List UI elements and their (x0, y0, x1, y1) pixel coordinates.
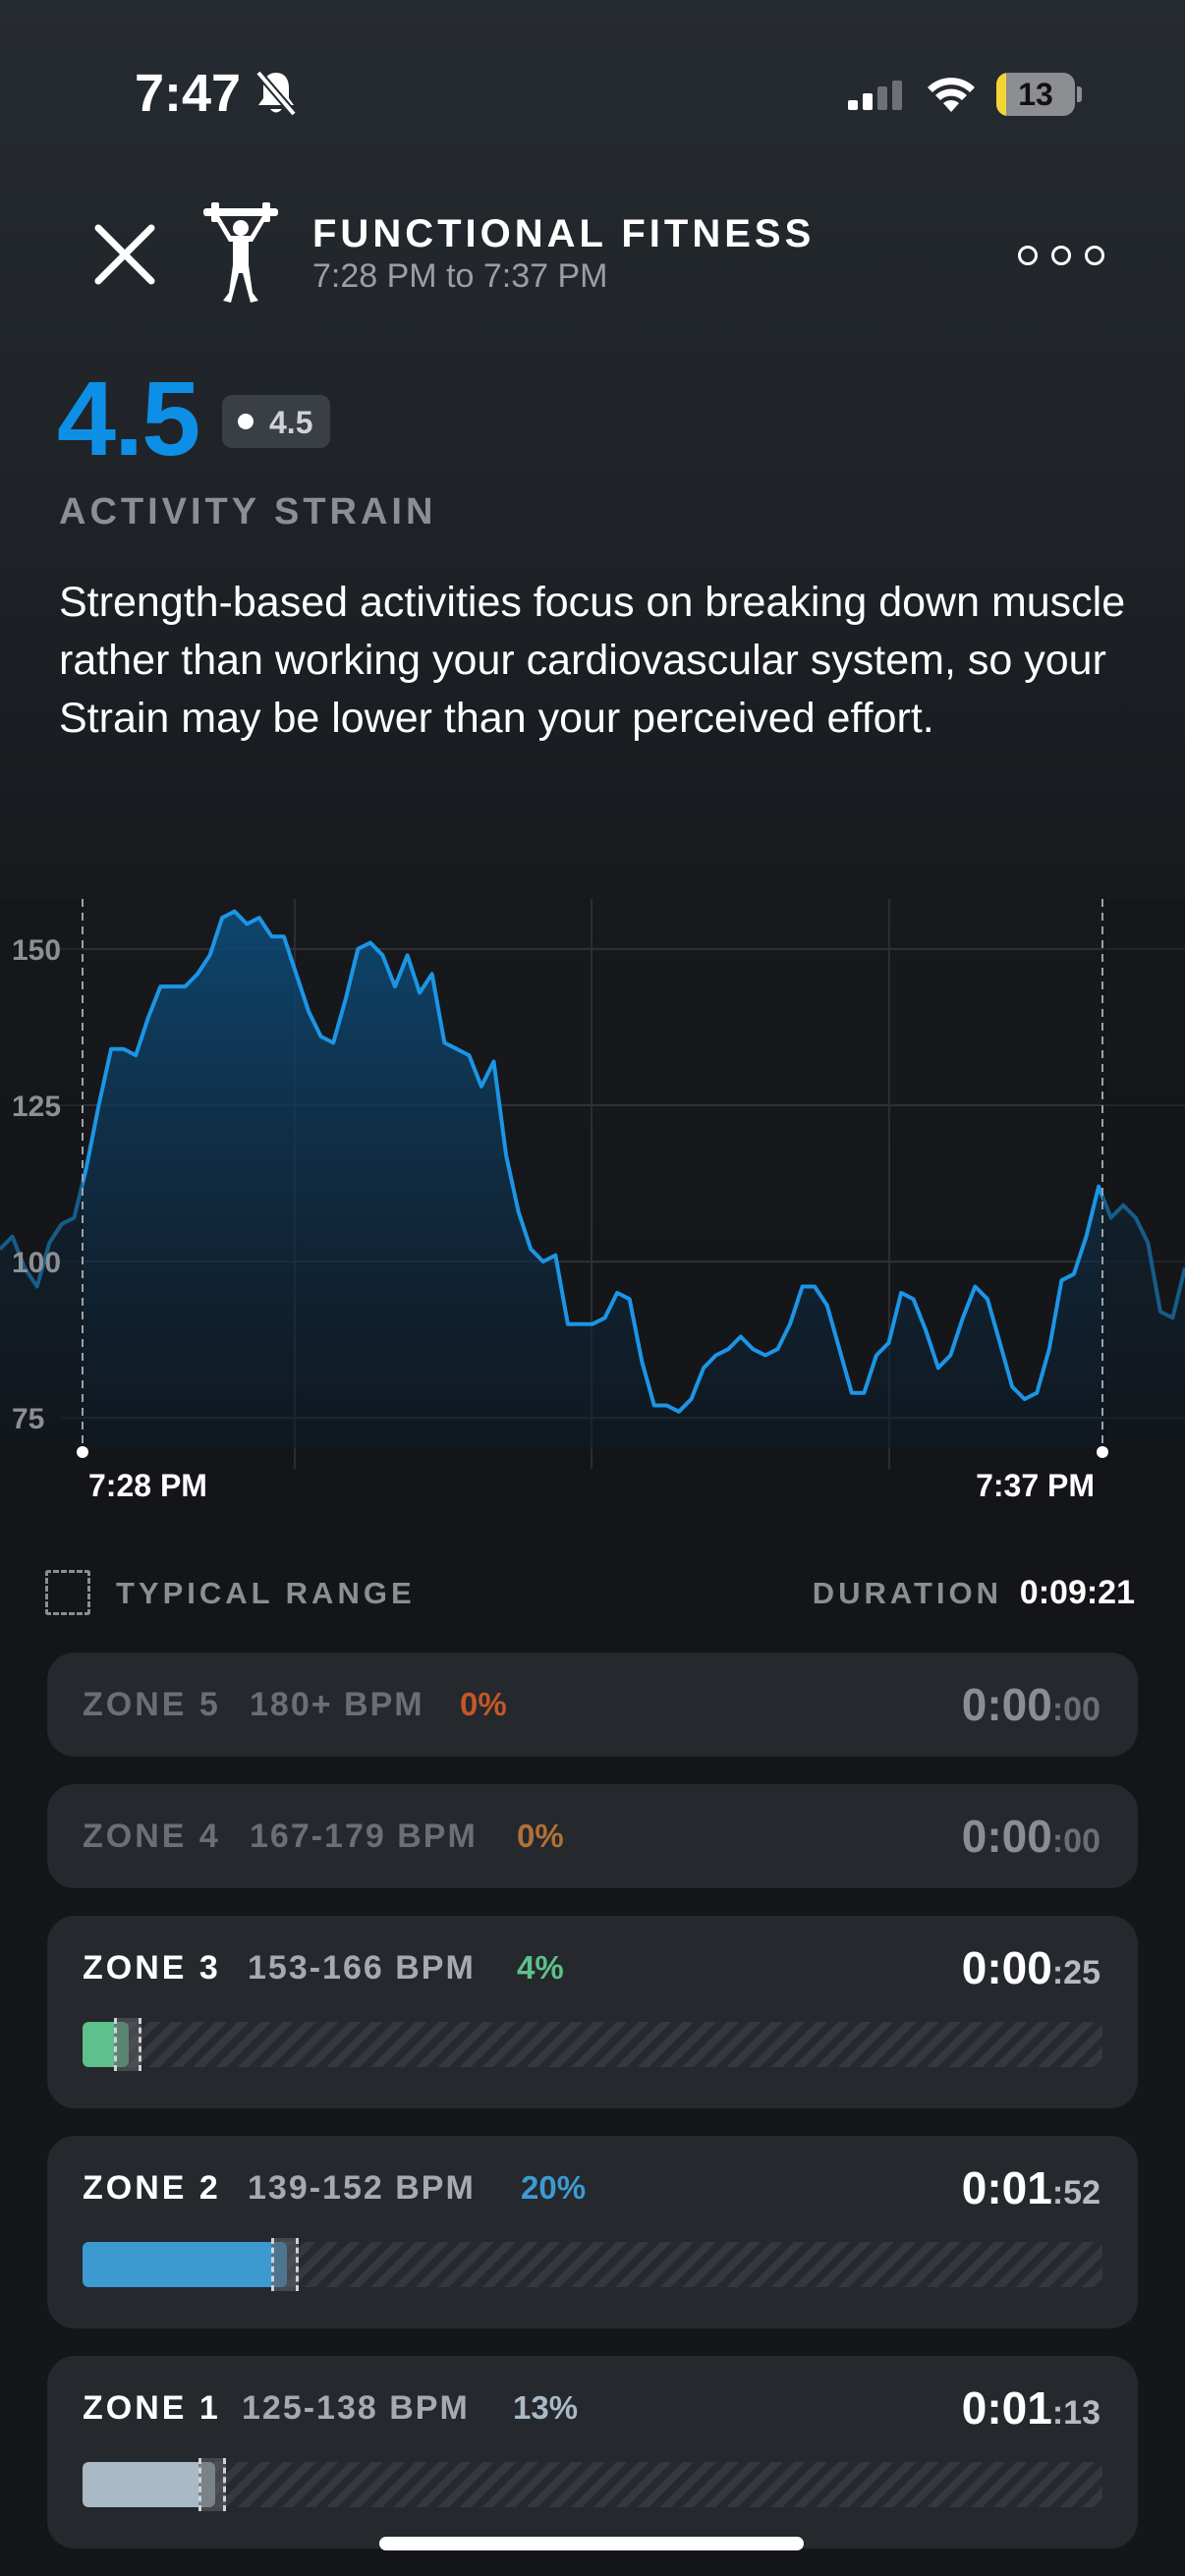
end-time-label: 7:37 PM (976, 1468, 1095, 1503)
battery-percentage: 13 (1018, 77, 1053, 112)
zone-3-card[interactable]: ZONE 3 153-166 BPM 4% 0:00:25 (47, 1916, 1138, 2108)
status-bar: 7:47 13 (0, 59, 1185, 138)
duration-value: 0:09:21 (1019, 1574, 1135, 1611)
zone-percentage: 0% (460, 1686, 507, 1722)
zone-bpm-range: 180+ BPM (250, 1686, 424, 1723)
zone-name: ZONE 4 (83, 1818, 221, 1855)
start-time-label: 7:28 PM (88, 1468, 207, 1503)
typical-range-marker (114, 2018, 141, 2071)
typical-range-label: TYPICAL RANGE (116, 1576, 416, 1610)
zone-percentage: 13% (513, 2389, 579, 2426)
workout-header: FUNCTIONAL FITNESS 7:28 PM to 7:37 PM (0, 196, 1185, 314)
end-time-dot (1097, 1446, 1108, 1458)
zone-progress-track (83, 2022, 1102, 2067)
zone-bpm-range: 139-152 BPM (248, 2169, 476, 2207)
zone-4-card[interactable]: ZONE 4 167-179 BPM 0% 0:00:00 (47, 1784, 1138, 1888)
zone-bpm-range: 153-166 BPM (248, 1949, 476, 1987)
y-tick-label: 150 (12, 934, 61, 967)
heart-rate-line (0, 909, 1185, 1414)
zone-duration: 0:00:00 (961, 1811, 1100, 1862)
start-time-dot (77, 1446, 88, 1458)
pre-activity-shade (0, 899, 83, 1449)
strain-description: Strength-based activities focus on break… (59, 579, 1126, 742)
zone-percentage: 20% (521, 2169, 587, 2206)
cellular-signal-icon (848, 81, 902, 110)
zone-name: ZONE 3 (83, 1949, 221, 1987)
y-tick-label: 100 (12, 1247, 61, 1279)
strain-label: ACTIVITY STRAIN (59, 491, 437, 532)
zone-name: ZONE 2 (83, 2169, 221, 2207)
zone-bpm-range: 125-138 BPM (242, 2389, 470, 2427)
heart-rate-chart: 150 125 100 75 7:28 PM 7:37 PM (0, 899, 1185, 1508)
zone-progress-fill (83, 2462, 215, 2507)
badge-value: 4.5 (269, 405, 313, 440)
typical-range-icon (45, 1570, 90, 1615)
zones-legend: TYPICAL RANGE DURATION 0:09:21 (0, 1562, 1185, 1621)
zone-bpm-range: 167-179 BPM (250, 1818, 478, 1855)
functional-fitness-icon (203, 202, 278, 303)
badge-dot-icon (238, 414, 254, 429)
zone-duration: 0:01:52 (961, 2162, 1100, 2213)
zone-name: ZONE 5 (83, 1686, 221, 1723)
strain-score: 4.5 (57, 359, 200, 477)
y-tick-label: 125 (12, 1091, 61, 1123)
zone-duration: 0:00:25 (961, 1942, 1100, 1993)
silent-bell-icon (254, 70, 298, 117)
activity-title: FUNCTIONAL FITNESS (312, 212, 816, 255)
zone-name: ZONE 1 (83, 2389, 221, 2427)
zone-duration: 0:00:00 (961, 1679, 1100, 1730)
zone-duration: 0:01:13 (961, 2382, 1100, 2434)
typical-range-marker (198, 2458, 226, 2511)
zone-5-card[interactable]: ZONE 5 180+ BPM 0% 0:00:00 (47, 1652, 1138, 1757)
duration-label: DURATION (812, 1576, 1002, 1610)
zone-percentage: 4% (517, 1949, 564, 1986)
heart-rate-area (0, 911, 1185, 1449)
strain-badge: 4.5 (222, 395, 330, 448)
post-activity-shade (1102, 899, 1185, 1449)
status-time: 7:47 (135, 64, 242, 123)
more-options-icon[interactable] (1018, 238, 1106, 271)
zone-progress-track (83, 2242, 1102, 2287)
zone-progress-track (83, 2462, 1102, 2507)
battery-icon: 13 (996, 73, 1082, 116)
zone-1-card[interactable]: ZONE 1 125-138 BPM 13% 0:01:13 (47, 2356, 1138, 2548)
y-tick-label: 75 (12, 1403, 44, 1435)
heart-rate-chart-svg: 150 125 100 75 7:28 PM 7:37 PM (0, 899, 1185, 1503)
zone-2-card[interactable]: ZONE 2 139-152 BPM 20% 0:01:52 (47, 2136, 1138, 2328)
wifi-icon (928, 78, 975, 112)
zone-percentage: 0% (517, 1818, 564, 1854)
typical-range-marker (271, 2238, 299, 2291)
close-icon[interactable] (90, 220, 159, 289)
home-indicator[interactable] (379, 2537, 804, 2550)
activity-time-range: 7:28 PM to 7:37 PM (312, 257, 608, 295)
zone-progress-fill (83, 2242, 287, 2287)
